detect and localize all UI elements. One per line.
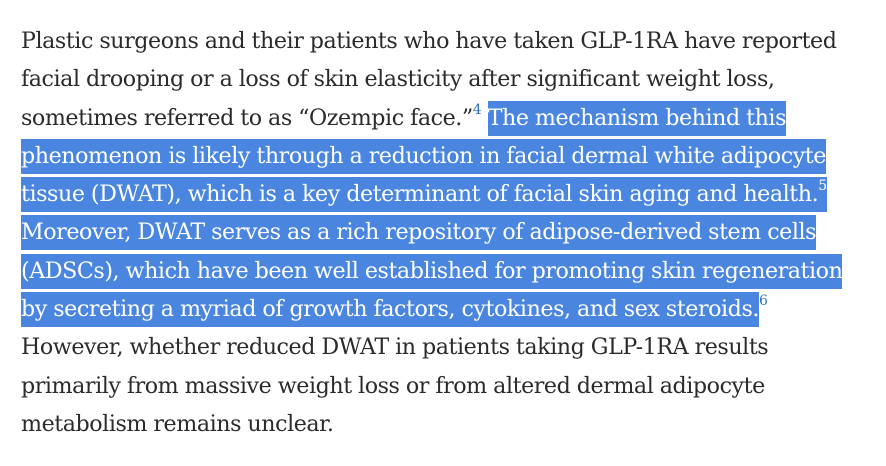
paragraph-text-intro: Plastic surgeons and their patients who … xyxy=(21,28,837,131)
selected-text-mechanism: The mechanism behind this phenomenon is … xyxy=(21,104,826,208)
citation-link-6[interactable]: 6 xyxy=(758,293,768,310)
paragraph-text-conclusion: However, whether reduced DWAT in patient… xyxy=(21,334,769,437)
selected-text-dwat: Moreover, DWAT serves as a rich reposito… xyxy=(21,219,843,323)
citation-link-4[interactable]: 4 xyxy=(472,101,482,118)
article-paragraph: Plastic surgeons and their patients who … xyxy=(21,22,871,443)
citation-link-5[interactable]: 5 xyxy=(818,178,827,195)
selected-text-highlight[interactable]: The mechanism behind this phenomenon is … xyxy=(21,100,843,328)
